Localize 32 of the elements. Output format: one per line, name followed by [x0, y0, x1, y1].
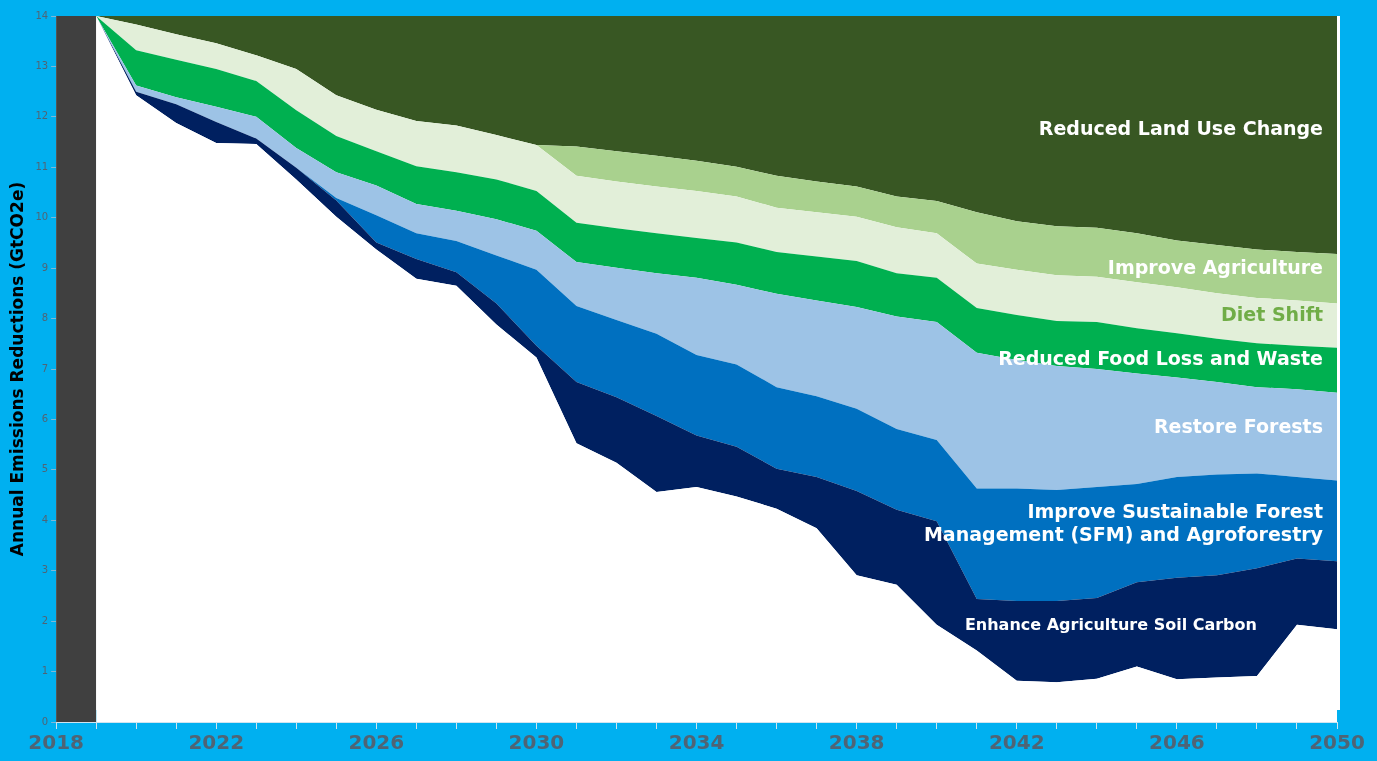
series-label: Diet Shift [1221, 302, 1323, 325]
x-tick-label: 2050 [1309, 730, 1365, 755]
y-tick-label: 14 [35, 9, 49, 21]
x-tick-label: 2038 [828, 730, 885, 755]
y-tick-label: 9 [41, 261, 49, 273]
x-tick-label: 2034 [668, 730, 725, 755]
y-tick-label: 0 [41, 715, 49, 727]
x-tick-label: 2042 [988, 730, 1045, 755]
y-tick-label: 5 [41, 463, 49, 475]
x-tick-label: 2046 [1149, 730, 1205, 755]
y-tick-label: 11 [35, 160, 49, 172]
y-tick-label: 1 [41, 665, 49, 677]
y-tick-label: 8 [41, 312, 49, 324]
series-label: Improve Sustainable Forest Management (SFM) and Agroforestry [923, 500, 1324, 546]
x-tick-label: 2030 [508, 730, 565, 755]
y-tick-label: 12 [35, 110, 49, 122]
y-tick-label: 6 [41, 413, 49, 425]
y-axis-title: Annual Emissions Reductions (GtCO2e) [6, 181, 27, 557]
y-tick-label: 13 [35, 60, 49, 72]
y-tick-label: 4 [41, 513, 49, 525]
y-tick-label: 3 [41, 564, 49, 576]
series-label: Restore Forests [1153, 415, 1323, 438]
y-tick-label: 2 [41, 614, 49, 626]
y-tick-label: 7 [41, 362, 49, 374]
series-label: Improve Agriculture [1107, 256, 1323, 279]
x-tick-label: 2018 [28, 730, 84, 755]
x-tick-label: 2022 [188, 730, 245, 755]
series-label: Enhance Agriculture Soil Carbon [964, 614, 1257, 634]
series-label: Reduced Food Loss and Waste [998, 347, 1323, 370]
series-label: Reduced Land Use Change [1038, 117, 1323, 140]
x-tick-label: 2026 [348, 730, 405, 755]
y-tick-label: 10 [35, 211, 49, 223]
